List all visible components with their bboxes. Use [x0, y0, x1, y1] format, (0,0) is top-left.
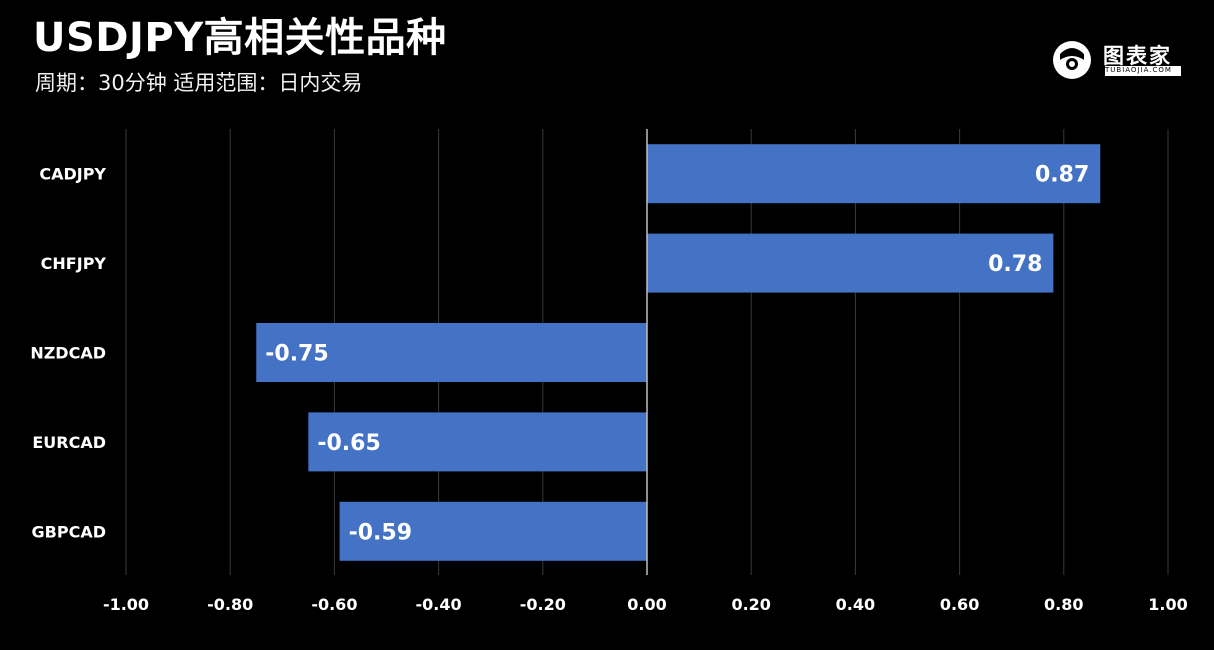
x-tick-label: -0.60: [311, 595, 357, 614]
bar-eurcad: [308, 412, 647, 472]
bar-gbpcad: [339, 501, 647, 561]
category-label: GBPCAD: [32, 522, 106, 541]
x-tick-label: 0.00: [627, 595, 666, 614]
x-tick-label: 1.00: [1148, 595, 1187, 614]
bar-nzdcad: [256, 323, 647, 382]
category-label: NZDCAD: [30, 344, 106, 363]
grid-lines: [125, 129, 1169, 575]
category-label: CHFJPY: [41, 254, 107, 273]
x-tick-label: 0.40: [836, 595, 875, 614]
tubiaojia-logo-icon: [1053, 41, 1181, 79]
chart-title: USDJPY高相关性品种: [33, 15, 447, 61]
chart-subtitle: 周期：30分钟 适用范围：日内交易: [35, 71, 363, 95]
x-tick-label: -1.00: [103, 595, 149, 614]
logo-wordmark: 图表家: [1103, 44, 1172, 68]
category-label: EURCAD: [32, 433, 106, 452]
x-tick-label: -0.80: [207, 595, 253, 614]
data-label: -0.65: [317, 431, 380, 456]
bar-chfjpy: [647, 233, 1054, 293]
category-label: CADJPY: [39, 165, 106, 184]
x-tick-label: 0.60: [940, 595, 979, 614]
x-tick-labels: -1.00 -0.80 -0.60 -0.40 -0.20 0.00 0.20 0.40 0.6…: [103, 595, 1188, 614]
x-tick-label: 0.80: [1044, 595, 1083, 614]
data-label: -0.75: [265, 342, 328, 367]
x-tick-label: -0.20: [520, 595, 566, 614]
logo-subtext: TUBIAOJIA.COM: [1105, 66, 1172, 74]
category-labels: CADJPY CHFJPY NZDCAD EURCAD GBPCAD: [30, 165, 106, 542]
bars: [256, 144, 1101, 561]
data-label: 0.78: [988, 252, 1042, 277]
x-tick-label: 0.20: [731, 595, 770, 614]
bar-cadjpy: [647, 144, 1101, 204]
data-label: -0.59: [349, 520, 412, 545]
x-tick-label: -0.40: [416, 595, 462, 614]
data-labels: 0.87 0.78 -0.75 -0.65 -0.59: [265, 163, 1089, 546]
data-label: 0.87: [1035, 163, 1089, 188]
